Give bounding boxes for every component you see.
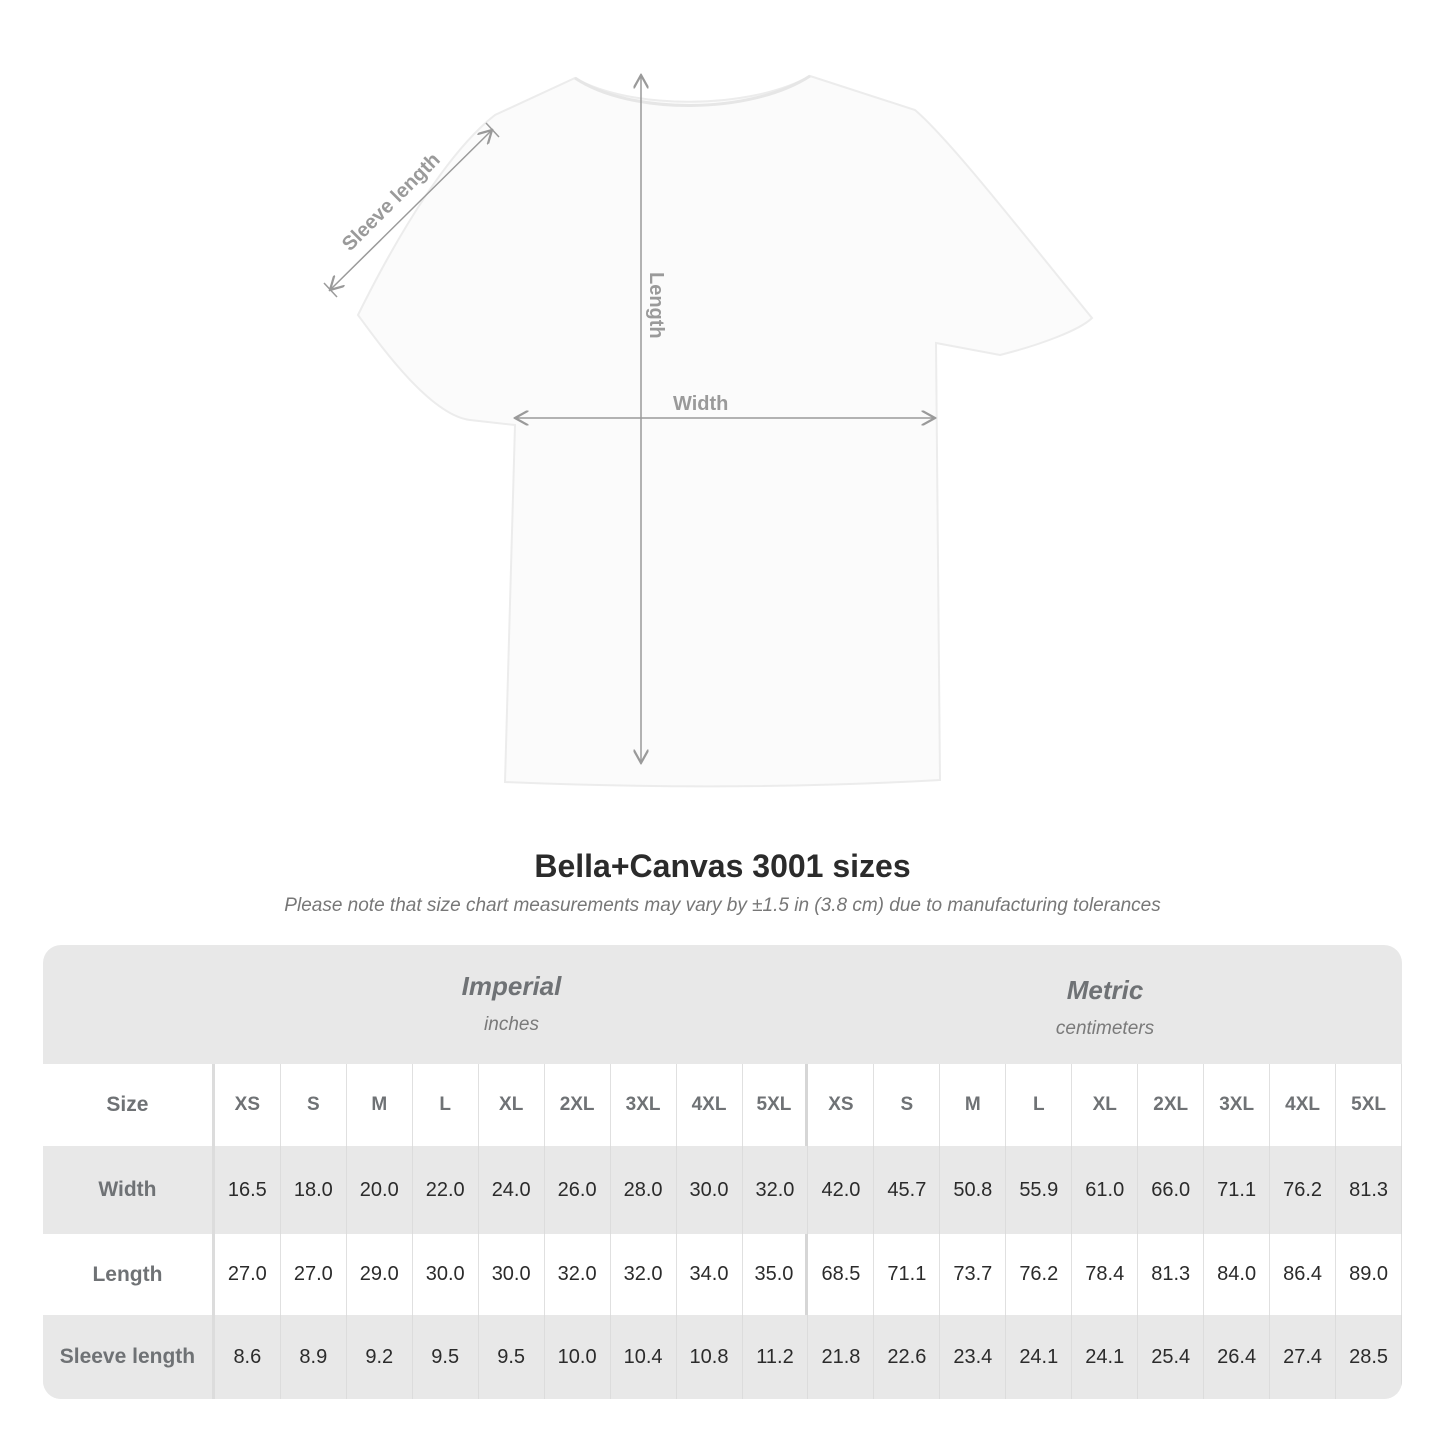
imperial-title: Imperial xyxy=(461,971,562,1001)
imperial-value-cell: 18.0 xyxy=(281,1146,347,1234)
imperial-value-cell: 26.0 xyxy=(545,1146,611,1234)
imperial-size-2xl: 2XL xyxy=(545,1064,611,1146)
imperial-value-cell: 29.0 xyxy=(347,1234,413,1315)
metric-value-cell: 27.4 xyxy=(1270,1315,1337,1399)
imperial-value-cell: 16.5 xyxy=(215,1146,281,1234)
row-label: Width xyxy=(43,1146,215,1234)
metric-value-cell: 76.2 xyxy=(1006,1234,1073,1315)
imperial-value-cell: 22.0 xyxy=(413,1146,479,1234)
imperial-value-cell: 32.0 xyxy=(611,1234,677,1315)
imperial-size-xl: XL xyxy=(479,1064,545,1146)
imperial-value-cell: 10.4 xyxy=(611,1315,677,1399)
imperial-value-cell: 10.8 xyxy=(677,1315,743,1399)
imperial-value-cell: 9.5 xyxy=(413,1315,479,1399)
metric-value-cell: 26.4 xyxy=(1204,1315,1271,1399)
tshirt-diagram: Sleeve length Length Width xyxy=(323,0,1094,788)
imperial-size-m: M xyxy=(347,1064,413,1146)
imperial-value-cell: 32.0 xyxy=(545,1234,611,1315)
metric-size-xs: XS xyxy=(808,1064,875,1146)
metric-size-5xl: 5XL xyxy=(1336,1064,1402,1146)
metric-value-cell: 76.2 xyxy=(1270,1146,1337,1234)
imperial-size-4xl: 4XL xyxy=(677,1064,743,1146)
metric-value-cell: 73.7 xyxy=(940,1234,1007,1315)
imperial-value-cell: 11.2 xyxy=(743,1315,809,1399)
metric-value-cell: 81.3 xyxy=(1336,1146,1402,1234)
imperial-value-cell: 20.0 xyxy=(347,1146,413,1234)
metric-unit: centimeters xyxy=(1055,1018,1155,1039)
metric-value-cell: 66.0 xyxy=(1138,1146,1205,1234)
metric-size-m: M xyxy=(940,1064,1007,1146)
imperial-header: Imperial inches xyxy=(215,945,808,1064)
imperial-value-cell: 35.0 xyxy=(743,1234,809,1315)
metric-size-xl: XL xyxy=(1072,1064,1139,1146)
imperial-value-cell: 32.0 xyxy=(743,1146,809,1234)
imperial-size-s: S xyxy=(281,1064,347,1146)
metric-value-cell: 78.4 xyxy=(1072,1234,1139,1315)
imperial-value-cell: 34.0 xyxy=(677,1234,743,1315)
metric-value-cell: 81.3 xyxy=(1138,1234,1205,1315)
metric-value-cell: 71.1 xyxy=(874,1234,941,1315)
imperial-value-cell: 8.6 xyxy=(215,1315,281,1399)
size-table: Imperial inches Metric centimeters Size X… xyxy=(43,945,1402,1399)
imperial-size-xs: XS xyxy=(215,1064,281,1146)
metric-value-cell: 50.8 xyxy=(940,1146,1007,1234)
metric-value-cell: 24.1 xyxy=(1072,1315,1139,1399)
imperial-value-cell: 27.0 xyxy=(215,1234,281,1315)
imperial-size-3xl: 3XL xyxy=(611,1064,677,1146)
length-label: Length xyxy=(645,272,667,339)
width-label: Width xyxy=(673,393,728,415)
imperial-value-cell: 9.2 xyxy=(347,1315,413,1399)
metric-value-cell: 89.0 xyxy=(1336,1234,1402,1315)
metric-size-2xl: 2XL xyxy=(1138,1064,1205,1146)
metric-value-cell: 23.4 xyxy=(940,1315,1007,1399)
metric-title: Metric xyxy=(1066,975,1144,1005)
metric-value-cell: 25.4 xyxy=(1138,1315,1205,1399)
metric-value-cell: 42.0 xyxy=(808,1146,875,1234)
row-label: Length xyxy=(43,1234,215,1315)
metric-value-cell: 21.8 xyxy=(808,1315,875,1399)
imperial-value-cell: 24.0 xyxy=(479,1146,545,1234)
table-row: Length 27.0 27.0 29.0 30.0 30.0 32.0 32.0 34.0 35… xyxy=(43,1234,1402,1315)
metric-value-cell: 28.5 xyxy=(1336,1315,1402,1399)
metric-value-cell: 61.0 xyxy=(1072,1146,1139,1234)
row-label: Sleeve length xyxy=(43,1315,215,1399)
metric-value-cell: 45.7 xyxy=(874,1146,941,1234)
metric-size-s: S xyxy=(874,1064,941,1146)
size-header-row: Size XS S M L XL 2XL 3XL 4XL 5XL XS S M L XL 2XL 3XL 4XL 5… xyxy=(43,1064,1402,1146)
metric-size-3xl: 3XL xyxy=(1204,1064,1271,1146)
metric-value-cell: 84.0 xyxy=(1204,1234,1271,1315)
sleeve-arrow xyxy=(330,130,492,290)
imperial-value-cell: 30.0 xyxy=(479,1234,545,1315)
imperial-size-5xl: 5XL xyxy=(743,1064,809,1146)
imperial-value-cell: 9.5 xyxy=(479,1315,545,1399)
chart-title: Bella+Canvas 3001 sizes xyxy=(534,848,911,884)
size-label: Size xyxy=(43,1064,215,1146)
metric-value-cell: 55.9 xyxy=(1006,1146,1073,1234)
metric-value-cell: 86.4 xyxy=(1270,1234,1337,1315)
imperial-value-cell: 10.0 xyxy=(545,1315,611,1399)
metric-size-l: L xyxy=(1006,1064,1073,1146)
tshirt-shape xyxy=(356,74,1094,788)
metric-value-cell: 24.1 xyxy=(1006,1315,1073,1399)
imperial-value-cell: 8.9 xyxy=(281,1315,347,1399)
imperial-unit: inches xyxy=(484,1014,539,1035)
metric-value-cell: 68.5 xyxy=(808,1234,875,1315)
metric-header: Metric centimeters xyxy=(808,945,1402,1064)
metric-value-cell: 71.1 xyxy=(1204,1146,1271,1234)
imperial-value-cell: 30.0 xyxy=(677,1146,743,1234)
imperial-value-cell: 28.0 xyxy=(611,1146,677,1234)
table-row: Width 16.5 18.0 20.0 22.0 24.0 26.0 28.0 30.0 32.… xyxy=(43,1146,1402,1234)
tolerance-note: Please note that size chart measurements… xyxy=(284,895,1161,916)
table-row: Sleeve length 8.6 8.9 9.2 9.5 9.5 10.0 10.4 10.8… xyxy=(43,1315,1402,1399)
metric-size-4xl: 4XL xyxy=(1270,1064,1337,1146)
metric-value-cell: 22.6 xyxy=(874,1315,941,1399)
imperial-value-cell: 27.0 xyxy=(281,1234,347,1315)
imperial-value-cell: 30.0 xyxy=(413,1234,479,1315)
imperial-size-l: L xyxy=(413,1064,479,1146)
